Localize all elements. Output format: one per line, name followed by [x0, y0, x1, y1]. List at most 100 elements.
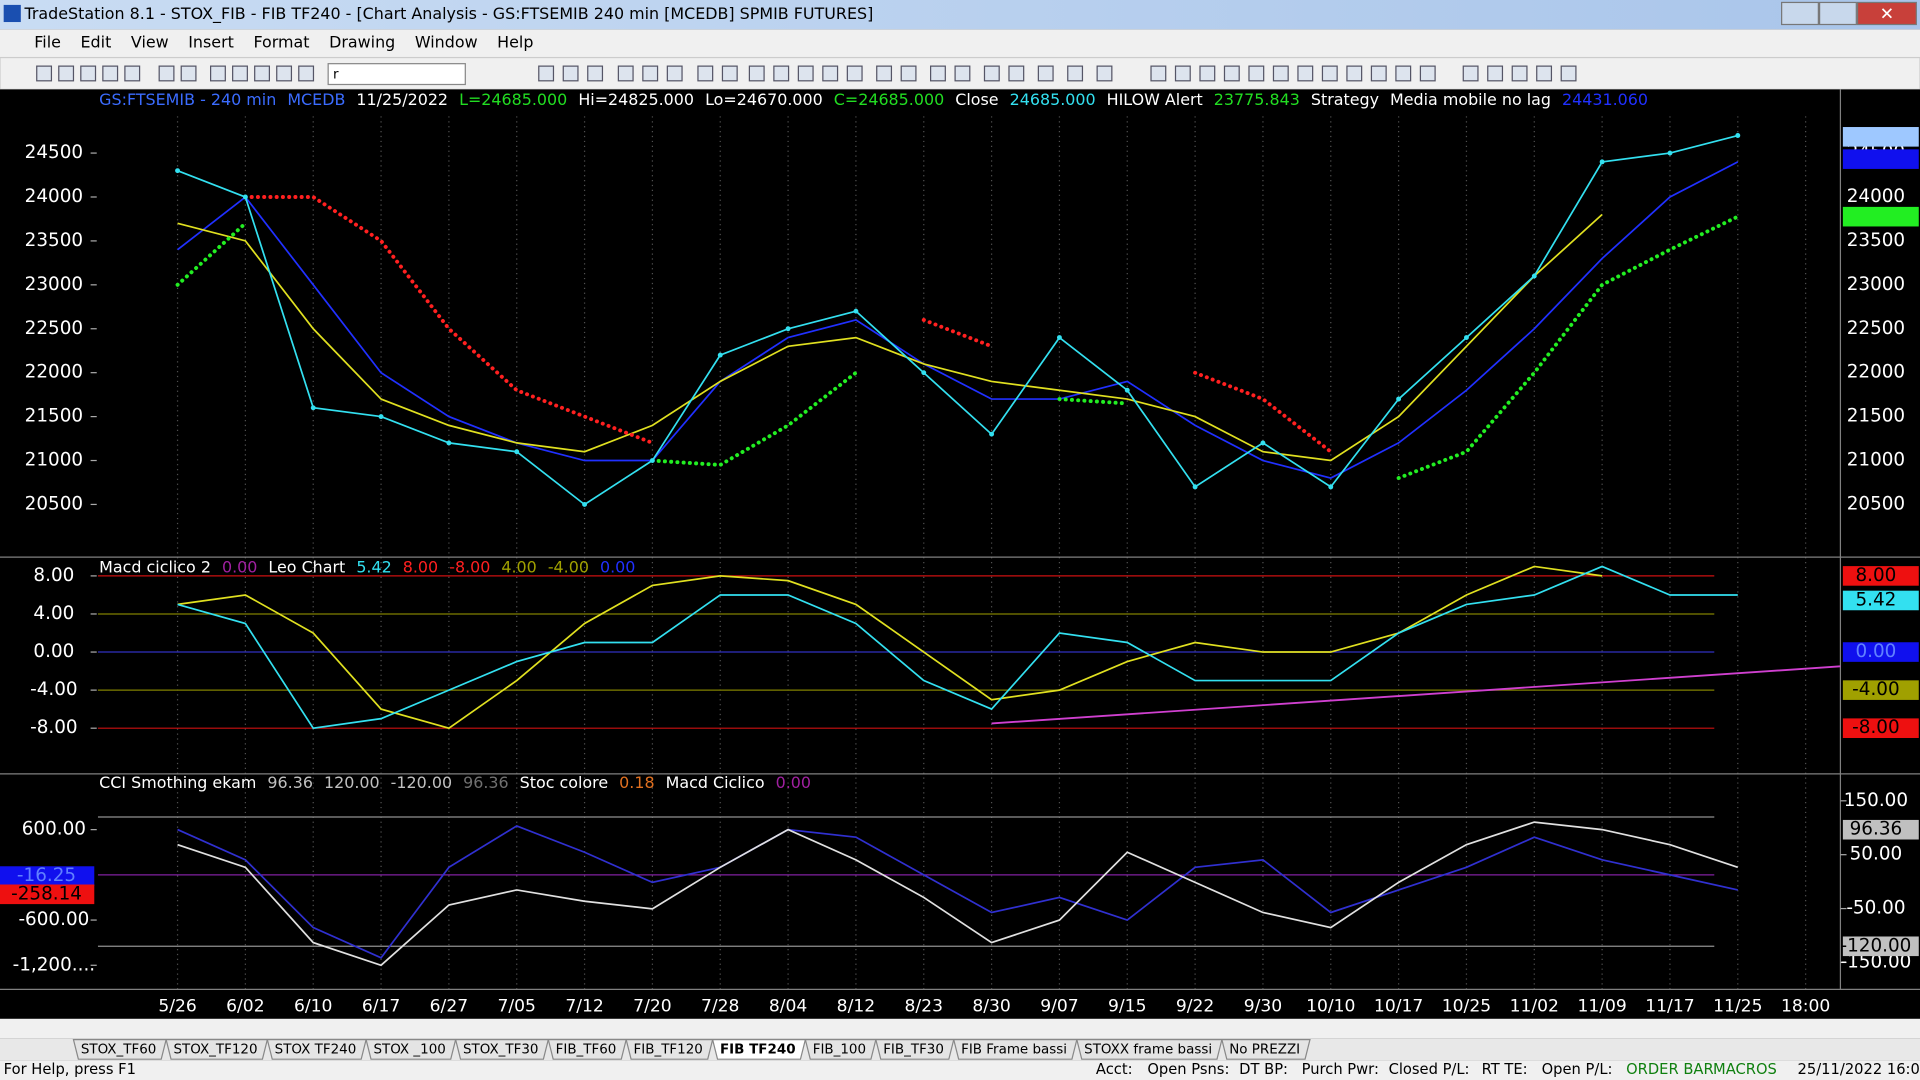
series-line [921, 318, 994, 349]
menu-item[interactable]: View [131, 32, 169, 51]
toolbar-icon[interactable] [1487, 65, 1504, 82]
toolbar-icon[interactable] [846, 65, 863, 82]
minimize-button[interactable] [1781, 1, 1819, 26]
toolbar-icon[interactable] [1272, 65, 1289, 82]
tab-label[interactable]: STOX_TF30 [463, 1042, 539, 1057]
toolbar-icon[interactable] [158, 65, 175, 82]
toolbar-icon[interactable] [1370, 65, 1387, 82]
toolbar-icon[interactable] [617, 65, 634, 82]
tab-label[interactable]: FIB TF240 [720, 1042, 796, 1057]
toolbar-icon[interactable] [797, 65, 814, 82]
toolbar-icon[interactable] [587, 65, 604, 82]
toolbar-icon[interactable] [124, 65, 141, 82]
tab-label[interactable]: STOX_TF60 [81, 1042, 157, 1057]
toolbar-icon[interactable] [1037, 65, 1054, 82]
toolbar-icon[interactable] [773, 65, 790, 82]
symbol-input[interactable] [327, 63, 466, 86]
scrollbar[interactable] [0, 1018, 1920, 1039]
toolbar-icon[interactable] [954, 65, 971, 82]
tab-label[interactable]: STOX_TF120 [173, 1042, 257, 1057]
toolbar-icon[interactable] [298, 65, 315, 82]
value-box-label: -4.00 [1852, 679, 1900, 700]
toolbar-icon[interactable] [1395, 65, 1412, 82]
menu-item[interactable]: Drawing [329, 32, 395, 51]
close-button[interactable] [1856, 1, 1917, 26]
toolbar-icon[interactable] [1150, 65, 1167, 82]
legend-text: Strategy [1311, 90, 1379, 109]
toolbar-icon[interactable] [1321, 65, 1338, 82]
toolbar-icon[interactable] [930, 65, 946, 82]
x-tick-label: 6/17 [362, 997, 400, 1017]
x-tick-label: 9/22 [1176, 997, 1214, 1017]
tab-label[interactable]: FIB_100 [813, 1042, 866, 1057]
tab[interactable] [711, 1038, 807, 1060]
toolbar-icon[interactable] [900, 65, 917, 82]
toolbar-icon[interactable] [748, 65, 765, 82]
toolbar-icon[interactable] [1511, 65, 1528, 82]
menu-item[interactable]: File [34, 32, 61, 51]
tab-label[interactable]: FIB_TF120 [634, 1042, 703, 1057]
toolbar-icon[interactable] [232, 65, 248, 82]
toolbar-icon[interactable] [983, 65, 1000, 82]
toolbar-icon[interactable] [538, 65, 555, 82]
toolbar-icon[interactable] [80, 65, 97, 82]
tab-label[interactable]: FIB_TF60 [556, 1042, 617, 1057]
toolbar-icon[interactable] [642, 65, 659, 82]
toolbar-icon[interactable] [1248, 65, 1265, 82]
tab[interactable] [1221, 1038, 1311, 1060]
toolbar-icon[interactable] [1419, 65, 1436, 82]
toolbar-icon[interactable] [697, 65, 714, 82]
menu-item[interactable]: Edit [81, 32, 112, 51]
maximize-button[interactable] [1818, 1, 1857, 26]
toolbar-icon[interactable] [276, 65, 293, 82]
toolbar-icon[interactable] [1067, 65, 1084, 82]
toolbar-icon[interactable] [1174, 65, 1191, 82]
tab[interactable] [266, 1038, 367, 1060]
tab-label[interactable]: FIB Frame bassi [961, 1042, 1067, 1057]
toolbar-icon[interactable] [1008, 65, 1025, 82]
menu-item[interactable]: Format [253, 32, 309, 51]
tab[interactable] [625, 1038, 714, 1060]
toolbar-icon[interactable] [666, 65, 683, 82]
menu-item[interactable]: Insert [188, 32, 234, 51]
menu-item[interactable]: Window [415, 32, 478, 51]
toolbar-icon[interactable] [876, 65, 893, 82]
toolbar-icon[interactable] [721, 65, 738, 82]
toolbar-icon[interactable] [1346, 65, 1363, 82]
toolbar-icon[interactable] [1223, 65, 1240, 82]
tab[interactable] [804, 1038, 877, 1060]
x-tick-label: 11/17 [1645, 997, 1694, 1017]
toolbar-icon[interactable] [1560, 65, 1577, 82]
legend-text: MCEDB [287, 90, 345, 109]
toolbar-icon[interactable] [210, 65, 226, 82]
tab[interactable] [952, 1038, 1078, 1060]
tab[interactable] [365, 1038, 457, 1060]
tab[interactable] [165, 1038, 269, 1060]
toolbar-icon[interactable] [1536, 65, 1553, 82]
toolbar-icon[interactable] [1462, 65, 1479, 82]
tab-label[interactable]: STOX _100 [373, 1042, 445, 1057]
toolbar-icon[interactable] [58, 65, 75, 82]
toolbar-icon[interactable] [36, 65, 53, 82]
toolbar-icon[interactable] [180, 65, 197, 82]
tab[interactable] [1076, 1038, 1223, 1060]
toolbar-icon[interactable] [562, 65, 579, 82]
value-box-label: 0.00 [1855, 641, 1896, 662]
tab-label[interactable]: STOX TF240 [275, 1042, 357, 1057]
toolbar-icon[interactable] [822, 65, 839, 82]
toolbar-icon[interactable] [1096, 65, 1113, 82]
tab[interactable] [454, 1038, 550, 1060]
tab-label[interactable]: FIB_TF30 [883, 1042, 944, 1057]
tab-label[interactable]: No PREZZI [1229, 1042, 1300, 1057]
menu-item[interactable]: Help [497, 32, 533, 51]
tab[interactable] [547, 1038, 627, 1060]
legend-text: Leo Chart [268, 558, 345, 577]
toolbar-icon[interactable] [1297, 65, 1314, 82]
tab[interactable] [72, 1038, 167, 1060]
toolbar-icon[interactable] [102, 65, 119, 82]
legend-text: 120.00 [324, 773, 380, 792]
toolbar-icon[interactable] [254, 65, 270, 82]
tab[interactable] [875, 1038, 955, 1060]
tab-label[interactable]: STOXX frame bassi [1084, 1042, 1212, 1057]
toolbar-icon[interactable] [1199, 65, 1216, 82]
